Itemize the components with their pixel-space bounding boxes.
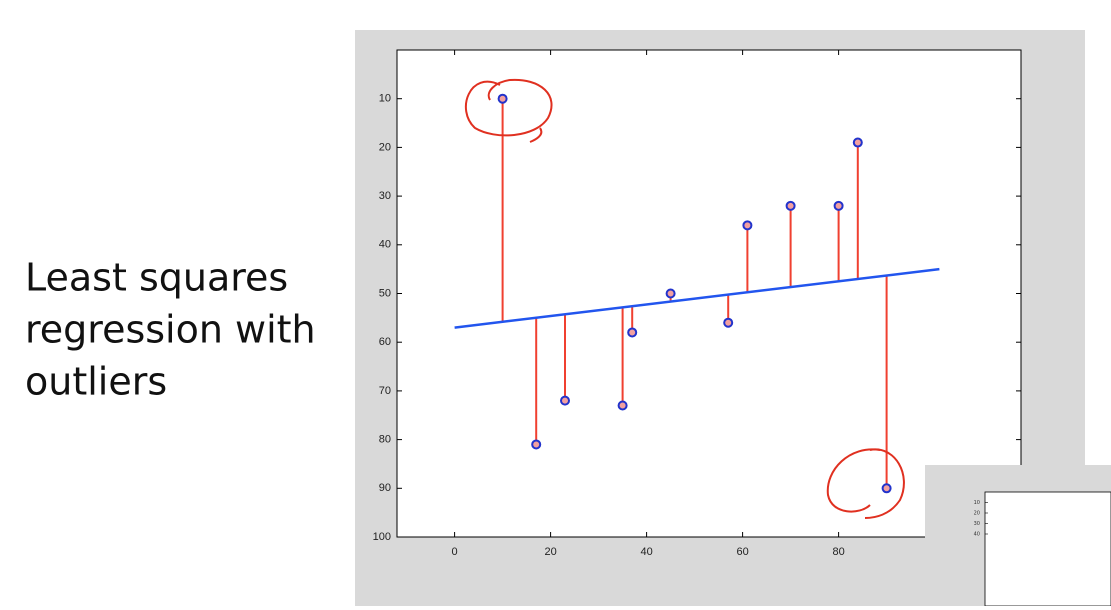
point — [560, 395, 570, 406]
x-tick-label: 20 — [544, 546, 556, 558]
x-tick-label: 60 — [736, 546, 748, 558]
x-tick-label: 40 — [640, 546, 652, 558]
y-tick-label: 60 — [379, 336, 391, 348]
inset-y-tick-label: 40 — [974, 532, 980, 538]
y-tick-label: 20 — [379, 141, 391, 153]
y-tick-label: 30 — [379, 190, 391, 202]
point — [852, 137, 863, 148]
title-line: Least squares — [25, 256, 288, 300]
y-tick-label: 90 — [379, 482, 391, 494]
y-tick-label: 50 — [379, 287, 391, 299]
point — [497, 93, 508, 104]
inset-y-tick-label: 10 — [974, 500, 980, 506]
plot-area — [396, 49, 1022, 538]
y-tick-label: 40 — [379, 239, 391, 251]
y-tick-label: 70 — [379, 385, 391, 397]
point — [617, 400, 628, 411]
title-line: regression with — [25, 308, 316, 352]
point — [531, 439, 542, 450]
point — [833, 200, 844, 211]
slide-text: Least squares regression with outliers — [25, 256, 316, 404]
y-tick-label: 100 — [373, 531, 391, 543]
y-tick-label: 10 — [379, 93, 391, 105]
point — [881, 483, 892, 494]
point — [785, 200, 796, 211]
point — [627, 327, 638, 338]
fit-line — [454, 267, 940, 329]
point — [742, 220, 753, 231]
point — [665, 288, 676, 299]
point — [723, 317, 734, 328]
x-tick-label: 0 — [452, 546, 458, 558]
inset-y-tick-label: 20 — [974, 511, 980, 517]
inset-y-tick-label: 30 — [974, 521, 980, 527]
y-tick-label: 80 — [379, 434, 391, 446]
title-line: outliers — [25, 360, 167, 404]
x-tick-label: 80 — [832, 546, 844, 558]
inset-plot-area — [984, 491, 1111, 607]
annotation — [465, 78, 905, 519]
